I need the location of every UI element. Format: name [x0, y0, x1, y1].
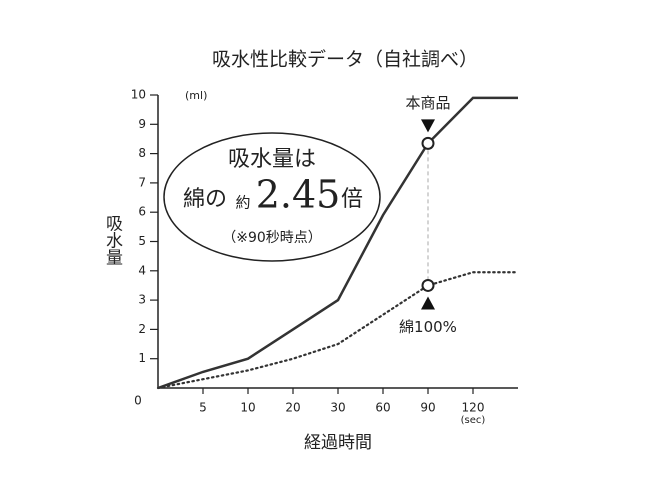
y-tick-label: 9	[138, 117, 146, 131]
x-tick-label: 60	[375, 401, 390, 415]
callout-value: 2.45	[256, 173, 341, 217]
y-tick-label: 1	[138, 351, 146, 365]
series-line	[157, 96, 518, 390]
y-tick-label: 3	[138, 293, 146, 307]
y-tick-label: 0	[134, 394, 142, 408]
callout-ellipse	[163, 132, 381, 262]
callout-text: 約	[235, 194, 250, 212]
x-unit: (sec)	[461, 415, 486, 426]
chart-title: 吸水性比較データ（自社調べ）	[212, 49, 478, 71]
x-tick-label: 90	[420, 401, 435, 415]
y-tick-label: 6	[138, 205, 146, 219]
marker-arrow	[421, 119, 435, 133]
highlight-point	[421, 136, 435, 150]
callout-note: （※90秒時点）	[222, 230, 322, 246]
series-line	[156, 271, 520, 390]
y-unit: (ml)	[185, 89, 207, 102]
series-label: 本商品	[405, 94, 450, 112]
marker-arrow	[421, 296, 435, 310]
callout-line1: 吸水量は	[228, 147, 316, 172]
y-tick-label: 7	[138, 175, 146, 189]
x-tick-label: 5	[199, 401, 207, 415]
x-tick-label: 120	[462, 401, 485, 415]
highlight-point	[421, 278, 435, 292]
x-tick-label: 20	[285, 401, 300, 415]
y-tick-label: 10	[131, 88, 146, 102]
callout-text: 綿の	[183, 187, 227, 212]
x-axis-label: 経過時間	[304, 433, 372, 453]
y-tick-label: 5	[138, 234, 146, 248]
callout-text: 倍	[341, 187, 363, 212]
y-tick-label: 4	[138, 263, 146, 277]
y-tick-label: 8	[138, 146, 146, 160]
series-label: 綿100%	[399, 318, 457, 336]
x-tick-label: 10	[240, 401, 255, 415]
y-tick-label: 2	[138, 322, 146, 336]
x-tick-label: 30	[330, 401, 345, 415]
y-axis-label: 吸水量	[102, 215, 123, 266]
